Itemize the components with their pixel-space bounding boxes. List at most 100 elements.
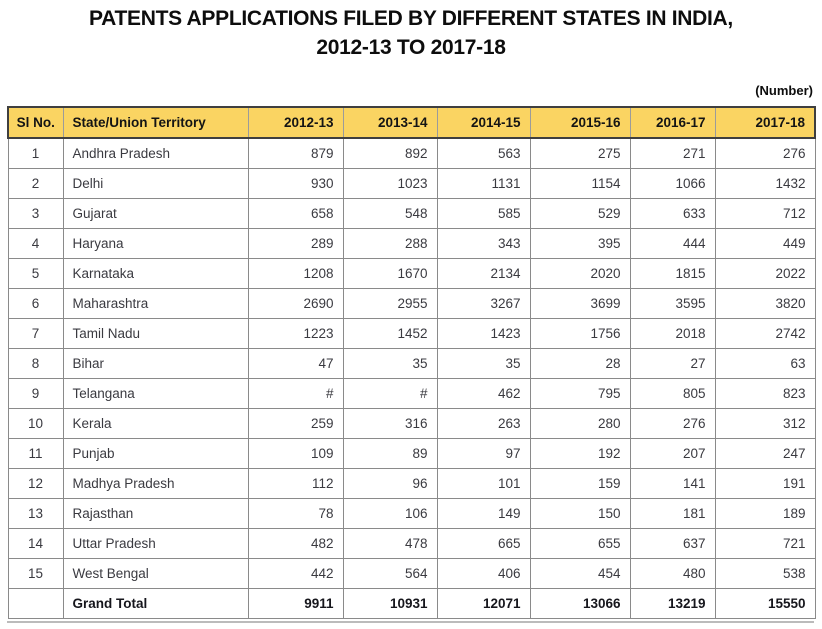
page-title-line2: 2012-13 TO 2017-18 <box>316 36 506 59</box>
table-row: 13 Rajasthan 78 106 149 150 181 189 <box>7 498 816 529</box>
sl-cell: 13 <box>7 498 64 529</box>
value-cell: 1756 <box>529 318 631 349</box>
value-cell: 275 <box>529 137 631 169</box>
sl-cell: 1 <box>7 137 64 169</box>
value-cell: 2955 <box>342 288 438 319</box>
value-cell: 259 <box>247 408 344 439</box>
value-cell: 633 <box>629 198 716 229</box>
sl-cell: 12 <box>7 468 64 499</box>
col-header-2016-17: 2016-17 <box>629 106 716 139</box>
table-row: 12 Madhya Pradesh 112 96 101 159 141 191 <box>7 468 816 499</box>
state-cell: Tamil Nadu <box>62 318 249 349</box>
grand-total-value: 10931 <box>342 588 438 619</box>
header-row: Sl No. State/Union Territory 2012-13 201… <box>7 106 816 139</box>
grand-total-value: 9911 <box>247 588 344 619</box>
value-cell: 63 <box>714 348 816 379</box>
page-title: PATENTS APPLICATIONS FILED BY DIFFERENT … <box>0 4 822 62</box>
value-cell: 141 <box>629 468 716 499</box>
table-row: 7 Tamil Nadu 1223 1452 1423 1756 2018 2742 <box>7 318 816 349</box>
sl-cell: 10 <box>7 408 64 439</box>
value-cell: 395 <box>529 228 631 259</box>
value-cell: 563 <box>436 137 531 169</box>
unit-label: (Number) <box>755 83 813 98</box>
value-cell: 655 <box>529 528 631 559</box>
state-cell: Bihar <box>62 348 249 379</box>
value-cell: 47 <box>247 348 344 379</box>
value-cell: 96 <box>342 468 438 499</box>
state-cell: Delhi <box>62 168 249 199</box>
value-cell: 3699 <box>529 288 631 319</box>
grand-total-value: 13066 <box>529 588 631 619</box>
value-cell: 192 <box>529 438 631 469</box>
state-cell: Andhra Pradesh <box>62 137 249 169</box>
sl-cell: 6 <box>7 288 64 319</box>
value-cell: 1670 <box>342 258 438 289</box>
table-bottom-edge <box>7 621 814 623</box>
value-cell: 892 <box>342 137 438 169</box>
value-cell: 35 <box>436 348 531 379</box>
value-cell: 1223 <box>247 318 344 349</box>
sl-cell: 11 <box>7 438 64 469</box>
value-cell: 35 <box>342 348 438 379</box>
col-header-2015-16: 2015-16 <box>529 106 631 139</box>
value-cell: 478 <box>342 528 438 559</box>
value-cell: 721 <box>714 528 816 559</box>
table-row: 14 Uttar Pradesh 482 478 665 655 637 721 <box>7 528 816 559</box>
value-cell: 271 <box>629 137 716 169</box>
col-header-2017-18: 2017-18 <box>714 106 816 139</box>
value-cell: 2134 <box>436 258 531 289</box>
value-cell: 263 <box>436 408 531 439</box>
value-cell: 482 <box>247 528 344 559</box>
value-cell: 1131 <box>436 168 531 199</box>
value-cell: 101 <box>436 468 531 499</box>
table-row: 15 West Bengal 442 564 406 454 480 538 <box>7 558 816 589</box>
state-cell: Rajasthan <box>62 498 249 529</box>
value-cell: 658 <box>247 198 344 229</box>
value-cell: 3267 <box>436 288 531 319</box>
value-cell: 276 <box>714 137 816 169</box>
state-cell: Gujarat <box>62 198 249 229</box>
col-header-2013-14: 2013-14 <box>342 106 438 139</box>
state-cell: Haryana <box>62 228 249 259</box>
value-cell: 2020 <box>529 258 631 289</box>
value-cell: 181 <box>629 498 716 529</box>
value-cell: 106 <box>342 498 438 529</box>
value-cell: 444 <box>629 228 716 259</box>
sl-cell <box>7 588 64 619</box>
state-cell: Kerala <box>62 408 249 439</box>
state-cell: Punjab <box>62 438 249 469</box>
value-cell: 2022 <box>714 258 816 289</box>
value-cell: 2690 <box>247 288 344 319</box>
page-title-line1: PATENTS APPLICATIONS FILED BY DIFFERENT … <box>89 7 733 30</box>
sl-cell: 4 <box>7 228 64 259</box>
value-cell: 538 <box>714 558 816 589</box>
state-cell: Maharashtra <box>62 288 249 319</box>
value-cell: 312 <box>714 408 816 439</box>
value-cell: 112 <box>247 468 344 499</box>
value-cell: 280 <box>529 408 631 439</box>
value-cell: # <box>342 378 438 409</box>
value-cell: 712 <box>714 198 816 229</box>
value-cell: 1452 <box>342 318 438 349</box>
sl-cell: 3 <box>7 198 64 229</box>
value-cell: 442 <box>247 558 344 589</box>
table-row: 1 Andhra Pradesh 879 892 563 275 271 276 <box>7 137 816 169</box>
grand-total-value: 12071 <box>436 588 531 619</box>
value-cell: 97 <box>436 438 531 469</box>
value-cell: 316 <box>342 408 438 439</box>
state-cell: Karnataka <box>62 258 249 289</box>
grand-total-value: 15550 <box>714 588 816 619</box>
value-cell: 247 <box>714 438 816 469</box>
value-cell: 149 <box>436 498 531 529</box>
value-cell: 89 <box>342 438 438 469</box>
value-cell: 795 <box>529 378 631 409</box>
table-body: 1 Andhra Pradesh 879 892 563 275 271 276 2 Delhi 9… <box>7 137 816 619</box>
value-cell: 343 <box>436 228 531 259</box>
sl-cell: 14 <box>7 528 64 559</box>
grand-total-label: Grand Total <box>62 588 249 619</box>
value-cell: 28 <box>529 348 631 379</box>
sl-cell: 9 <box>7 378 64 409</box>
value-cell: 191 <box>714 468 816 499</box>
value-cell: 109 <box>247 438 344 469</box>
value-cell: 27 <box>629 348 716 379</box>
